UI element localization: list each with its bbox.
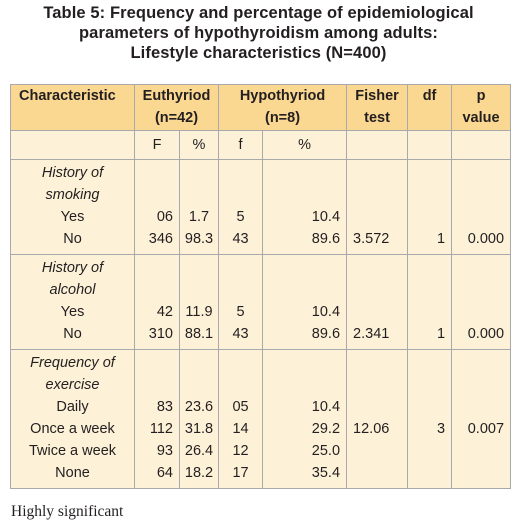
header-characteristic: Characteristic [10, 84, 135, 131]
header-euthyroid: Euthyriod (n=42) [133, 84, 220, 131]
characteristic-cell: Frequency of exercise Daily Once a week … [10, 349, 135, 489]
header-p-value: p value [451, 84, 512, 131]
p-value-cell: 0.000 [451, 159, 512, 255]
header-row: Characteristic Euthyriod (n=42) Hypothyr… [10, 84, 512, 131]
subheader-empty [346, 130, 409, 160]
fisher-cell: 12.06 [346, 349, 409, 489]
header-fisher: Fisher test [346, 84, 409, 131]
f-cell: 5 43 [218, 254, 264, 350]
F-cell: 42 310 [134, 254, 180, 350]
f-cell: 05 14 12 17 [218, 349, 264, 489]
subheader-empty [451, 130, 512, 160]
subheader-empty [10, 130, 135, 160]
fisher-cell: 3.572 [346, 159, 409, 255]
subheader-f: f [218, 130, 264, 160]
footnote: Highly significant [11, 503, 124, 520]
characteristic-cell: History of smoking Yes No [10, 159, 135, 255]
subheader-row: F % f % [10, 130, 512, 160]
subheader-pct-hypothyroid: % [262, 130, 348, 160]
characteristic-cell: History of alcohol Yes No [10, 254, 135, 350]
title-line-1: Table 5: Frequency and percentage of epi… [43, 4, 474, 22]
F-cell: 06 346 [134, 159, 180, 255]
lifestyle-table: Characteristic Euthyriod (n=42) Hypothyr… [10, 84, 512, 489]
subheader-F: F [134, 130, 180, 160]
F-cell: 83 112 93 64 [134, 349, 180, 489]
pct-hypothyroid-cell: 10.4 89.6 [262, 159, 348, 255]
pct-euthyroid-cell: 23.6 31.8 26.4 18.2 [178, 349, 220, 489]
pct-euthyroid-cell: 1.7 98.3 [178, 159, 220, 255]
f-cell: 5 43 [218, 159, 264, 255]
group-row-alcohol: History of alcohol Yes No 42 310 11.9 88… [10, 254, 512, 350]
table-title: Table 5: Frequency and percentage of epi… [0, 3, 517, 63]
pct-hypothyroid-cell: 10.4 89.6 [262, 254, 348, 350]
header-hypothyroid: Hypothyriod (n=8) [218, 84, 348, 131]
fisher-cell: 2.341 [346, 254, 409, 350]
subheader-empty [407, 130, 453, 160]
header-df: df [407, 84, 453, 131]
subheader-pct-euthyroid: % [178, 130, 220, 160]
title-line-3: Lifestyle characteristics (N=400) [130, 44, 387, 62]
p-value-cell: 0.007 [451, 349, 512, 489]
title-line-2: parameters of hypothyroidism among adult… [78, 24, 438, 42]
group-row-smoking: History of smoking Yes No 06 346 1.7 98.… [10, 159, 512, 255]
p-value-cell: 0.000 [451, 254, 512, 350]
group-row-exercise: Frequency of exercise Daily Once a week … [10, 349, 512, 489]
df-cell: 1 [407, 254, 453, 350]
df-cell: 3 [407, 349, 453, 489]
df-cell: 1 [407, 159, 453, 255]
pct-hypothyroid-cell: 10.4 29.2 25.0 35.4 [262, 349, 348, 489]
pct-euthyroid-cell: 11.9 88.1 [178, 254, 220, 350]
